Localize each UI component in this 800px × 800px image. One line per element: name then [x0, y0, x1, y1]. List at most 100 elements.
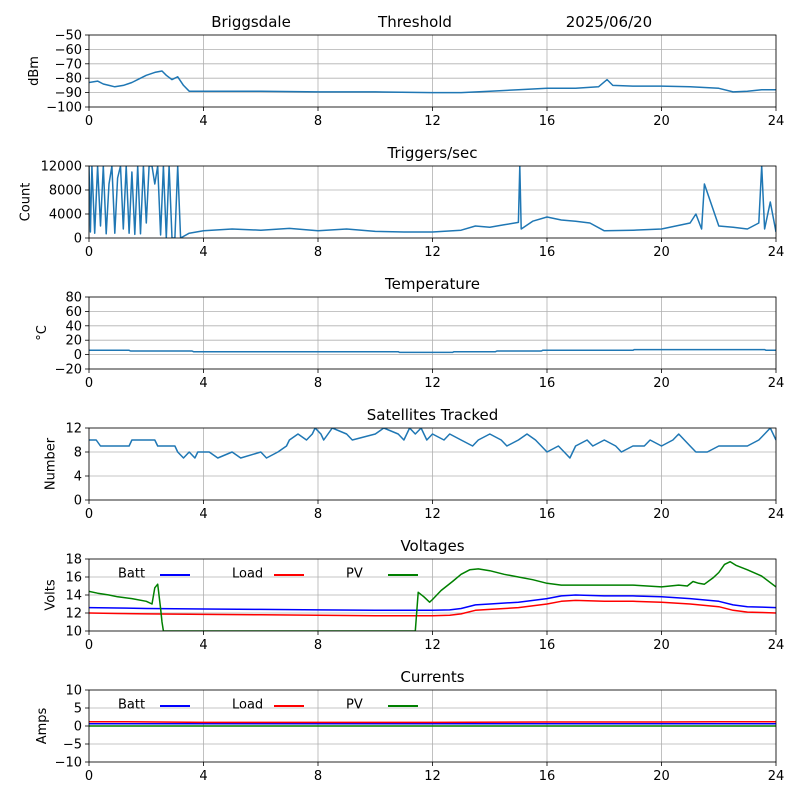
x-tick-label-3-2: 8 [314, 507, 322, 522]
y-tick-label-5-4: 10 [65, 684, 82, 699]
y-tick-label-0-2: −80 [55, 72, 82, 87]
x-tick-label-5-5: 20 [653, 769, 670, 784]
y-tick-label-2-3: 40 [65, 319, 82, 334]
y-tick-label-1-3: 12000 [41, 160, 82, 175]
series-line-2-0 [89, 348, 776, 354]
header-date: 2025/06/20 [566, 13, 652, 31]
y-tick-label-1-0: 0 [74, 232, 82, 247]
y-tick-label-2-0: −20 [55, 363, 82, 378]
header-station: Briggsdale [211, 13, 291, 31]
series-line-4-0 [89, 594, 776, 612]
y-axis-label-2: °C [35, 325, 50, 341]
y-tick-label-0-1: −90 [55, 86, 82, 101]
x-tick-label-4-5: 20 [653, 638, 670, 653]
chart-panel-0: 0 4 8 12 16 20 24 −100−90−80−70−60−50 dBm [27, 29, 784, 130]
x-tick-label-2-3: 12 [424, 376, 441, 391]
x-tick-label-0-1: 4 [199, 114, 207, 129]
x-tick-label-3-6: 24 [768, 507, 785, 522]
x-tick-label-1-3: 12 [424, 245, 441, 260]
y-tick-label-5-0: −10 [55, 756, 82, 771]
x-tick-label-3-0: 0 [85, 507, 93, 522]
y-axis-label-1: Count [19, 183, 34, 222]
y-tick-label-4-3: 16 [65, 571, 82, 586]
x-tick-label-1-4: 16 [539, 245, 556, 260]
y-tick-label-1-1: 4000 [49, 208, 82, 223]
x-tick-label-3-1: 4 [199, 507, 207, 522]
x-tick-label-3-4: 16 [539, 507, 556, 522]
y-axis-label-3: Number [43, 437, 58, 490]
chart-title-4: Voltages [400, 537, 464, 555]
x-tick-label-1-2: 8 [314, 245, 322, 260]
series-line-3-0 [89, 428, 776, 459]
x-tick-label-5-0: 0 [85, 769, 93, 784]
legend-label-5-2: PV [346, 698, 363, 713]
y-tick-label-4-1: 12 [65, 607, 82, 622]
y-tick-label-0-4: −60 [55, 43, 82, 58]
x-tick-label-4-1: 4 [199, 638, 207, 653]
x-tick-label-4-3: 12 [424, 638, 441, 653]
y-axis-label-0: dBm [27, 56, 42, 86]
y-tick-label-2-4: 60 [65, 305, 82, 320]
x-tick-label-3-5: 20 [653, 507, 670, 522]
y-tick-label-3-2: 8 [74, 446, 82, 461]
y-axis-label-4: Volts [43, 579, 58, 611]
y-tick-label-5-3: 5 [74, 702, 82, 717]
y-axis-label-5: Amps [35, 707, 50, 744]
chart-panel-4: 0 4 8 12 16 20 24 10 12 14 16 18 Voltages Volts Batt Lo… [43, 537, 784, 653]
y-tick-label-2-1: 0 [74, 348, 82, 363]
x-tick-label-0-3: 12 [424, 114, 441, 129]
legend-label-4-2: PV [346, 567, 363, 582]
y-tick-label-2-5: 80 [65, 291, 82, 306]
y-tick-label-0-0: −100 [46, 101, 82, 116]
y-tick-label-4-4: 18 [65, 553, 82, 568]
legend-label-5-1: Load [232, 698, 263, 713]
y-tick-label-0-3: −70 [55, 57, 82, 72]
x-tick-label-5-6: 24 [768, 769, 785, 784]
chart-title-5: Currents [400, 668, 464, 686]
x-tick-label-0-0: 0 [85, 114, 93, 129]
series-line-4-1 [89, 599, 776, 617]
chart-panel-1: 0 4 8 12 16 20 24 0 4000 8000 12000 Triggers/sec Cou… [19, 144, 785, 260]
x-tick-label-5-1: 4 [199, 769, 207, 784]
x-tick-label-2-2: 8 [314, 376, 322, 391]
x-tick-label-2-5: 20 [653, 376, 670, 391]
y-tick-label-1-2: 8000 [49, 184, 82, 199]
y-tick-label-5-1: −5 [63, 738, 82, 753]
x-tick-label-0-4: 16 [539, 114, 556, 129]
chart-title-3: Satellites Tracked [367, 406, 498, 424]
y-tick-label-3-0: 0 [74, 494, 82, 509]
series-line-1-0 [89, 166, 776, 238]
series-line-4-2 [89, 560, 776, 631]
series-line-0-0 [89, 70, 776, 94]
x-tick-label-3-3: 12 [424, 507, 441, 522]
y-tick-label-0-5: −50 [55, 29, 82, 44]
header-mode: Threshold [377, 13, 452, 31]
x-tick-label-1-6: 24 [768, 245, 785, 260]
x-tick-label-2-6: 24 [768, 376, 785, 391]
chart-title-2: Temperature [384, 275, 480, 293]
x-tick-label-4-2: 8 [314, 638, 322, 653]
x-tick-label-0-6: 24 [768, 114, 785, 129]
x-tick-label-4-0: 0 [85, 638, 93, 653]
x-tick-label-1-1: 4 [199, 245, 207, 260]
x-tick-label-2-1: 4 [199, 376, 207, 391]
x-tick-label-0-2: 8 [314, 114, 322, 129]
x-tick-label-4-4: 16 [539, 638, 556, 653]
x-tick-label-1-5: 20 [653, 245, 670, 260]
y-tick-label-4-2: 14 [65, 589, 82, 604]
chart-panel-5: 0 4 8 12 16 20 24 −10 −5 0 5 10 Currents Amps Batt Load… [35, 668, 784, 784]
x-tick-label-0-5: 20 [653, 114, 670, 129]
x-tick-label-2-0: 0 [85, 376, 93, 391]
y-tick-label-2-2: 20 [65, 334, 82, 349]
x-tick-label-5-3: 12 [424, 769, 441, 784]
x-tick-label-2-4: 16 [539, 376, 556, 391]
y-tick-label-3-3: 12 [65, 422, 82, 437]
legend-label-4-1: Load [232, 567, 263, 582]
y-tick-label-4-0: 10 [65, 625, 82, 640]
x-tick-label-1-0: 0 [85, 245, 93, 260]
chart-title-1: Triggers/sec [387, 144, 478, 162]
legend-label-4-0: Batt [118, 567, 145, 582]
